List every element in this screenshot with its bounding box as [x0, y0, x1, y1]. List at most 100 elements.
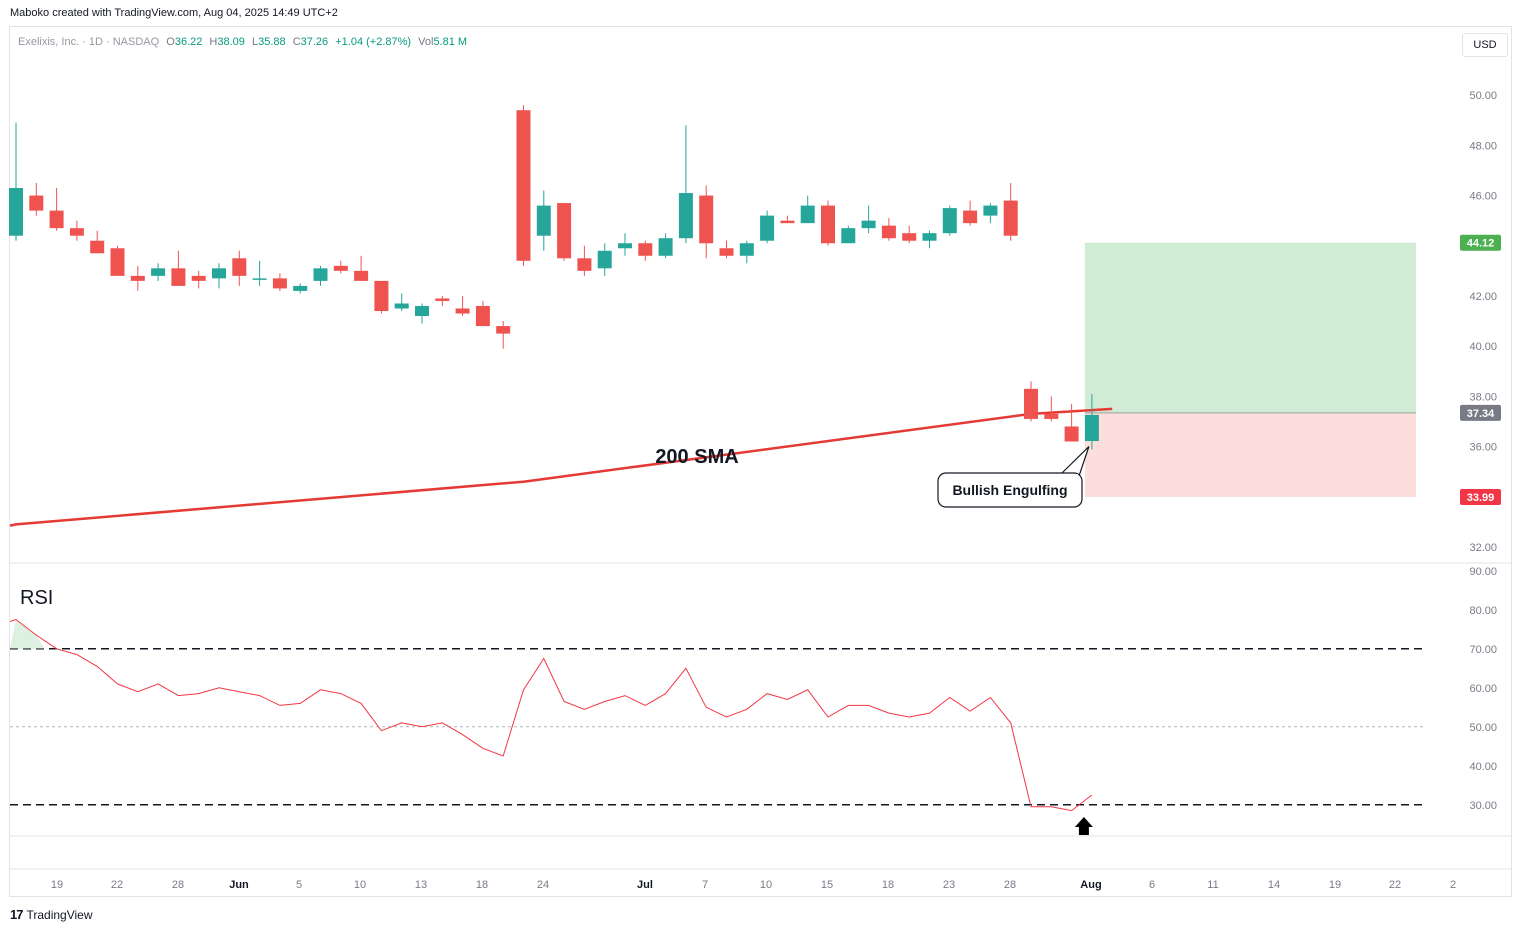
time-axis-tick: 2	[1450, 879, 1456, 891]
price-axis-tick: 50.00	[1469, 90, 1497, 102]
callout-box	[937, 472, 1083, 508]
candle-body	[658, 238, 673, 256]
time-axis-tick: Jul	[637, 879, 653, 891]
price-axis-tick: 32.00	[1469, 542, 1497, 554]
rsi-axis-tick: 60.00	[1469, 683, 1497, 695]
time-axis-tick: 24	[537, 879, 549, 891]
time-axis-tick: 11	[1207, 879, 1218, 891]
close-label: C	[292, 36, 301, 48]
time-axis-tick: 23	[943, 879, 955, 891]
candle-body	[1044, 413, 1059, 419]
price-label-box	[1460, 404, 1501, 421]
candle-body	[354, 270, 369, 281]
time-axis-tick: 18	[476, 879, 488, 891]
candle-body	[313, 268, 328, 281]
time-axis-tick: 22	[1389, 879, 1401, 891]
candle-body	[110, 248, 125, 276]
up-arrow-icon	[1074, 817, 1093, 835]
time-axis-tick: 15	[821, 879, 833, 891]
open-value: 36.22	[174, 36, 203, 48]
rsi-line	[9, 618, 1093, 812]
candle-body	[902, 233, 917, 241]
callout-text: Bullish Engulfing	[952, 482, 1067, 498]
callout-joint	[1058, 474, 1078, 480]
stop-zone	[1084, 412, 1416, 497]
price-axis-tick: 40.00	[1469, 341, 1497, 353]
time-axis-tick: 10	[760, 879, 772, 891]
candle-body	[597, 250, 612, 269]
candle-body	[638, 243, 653, 256]
candle-body	[821, 205, 835, 244]
candle-body	[841, 228, 856, 244]
price-axis-tick: 38.00	[1469, 391, 1497, 403]
candle-body	[739, 243, 754, 256]
time-axis-tick: 18	[882, 879, 894, 891]
price-axis-tick: 42.00	[1469, 291, 1497, 303]
time-axis-tick: 5	[296, 879, 302, 891]
change-value: +1.04 (+2.87%)	[335, 36, 412, 48]
candle-body	[394, 303, 409, 309]
sma-200-line	[9, 407, 1113, 527]
candle-body	[374, 280, 389, 311]
time-axis-tick: 19	[51, 879, 63, 891]
candle-body	[252, 278, 267, 280]
candle-body	[130, 275, 145, 281]
candle-body	[780, 220, 795, 224]
chart-credit: Maboko created with TradingView.com, Aug…	[10, 7, 338, 19]
tradingview-logo-icon: 17	[10, 907, 24, 922]
candle-body	[293, 285, 308, 291]
candle-body	[577, 258, 592, 271]
price-label: 33.99	[1467, 492, 1495, 504]
time-axis-tick: 6	[1149, 879, 1155, 891]
candle-body	[212, 268, 226, 279]
symbol-title: Exelixis, Inc. · 1D · NASDAQ	[18, 36, 160, 48]
time-axis-tick: 28	[172, 879, 184, 891]
volume-label: Vol	[418, 36, 434, 48]
rsi-axis-tick: 90.00	[1469, 566, 1497, 578]
tradingview-logo-text: TradingView	[26, 907, 93, 922]
close-value: 37.26	[300, 36, 329, 48]
price-label-box	[1460, 488, 1501, 505]
time-axis-tick: 28	[1004, 879, 1016, 891]
price-axis-tick: 46.00	[1469, 191, 1497, 203]
open-label: O	[166, 36, 175, 48]
candle-body	[881, 225, 896, 239]
rsi-title: RSI	[20, 587, 53, 609]
time-axis-tick: 22	[111, 879, 123, 891]
candle-body	[942, 208, 957, 234]
candle-body	[171, 268, 186, 286]
candle-body	[719, 248, 734, 256]
time-axis-tick: 10	[354, 879, 366, 891]
price-axis-tick: 48.00	[1469, 140, 1497, 152]
candle-body	[536, 205, 551, 236]
chart-frame	[9, 26, 1512, 897]
high-value: 38.09	[217, 36, 245, 48]
target-zone	[1084, 242, 1416, 413]
candle-body	[455, 308, 470, 314]
candle-body	[1003, 200, 1018, 236]
rsi-axis-tick: 50.00	[1469, 722, 1497, 734]
candle-body	[9, 188, 23, 236]
candle-body	[333, 265, 348, 271]
price-label: 37.34	[1467, 408, 1495, 420]
currency-button[interactable]: USD	[1462, 33, 1508, 57]
time-axis-tick: Jun	[229, 879, 249, 891]
price-label-box	[1460, 234, 1501, 251]
candle-body	[435, 298, 450, 301]
candle-body	[496, 326, 511, 334]
volume-value: 5.81 M	[433, 36, 468, 48]
candle-body	[678, 193, 693, 239]
tradingview-logo[interactable]: 17 TradingView	[10, 907, 93, 922]
candle-body	[861, 220, 876, 229]
candle-body	[516, 110, 531, 261]
candle-body	[1024, 388, 1038, 419]
candle-body	[475, 305, 490, 327]
rsi-axis-tick: 40.00	[1469, 761, 1497, 773]
low-value: 35.88	[258, 36, 286, 48]
rsi-overbought-fill	[10, 619, 45, 649]
candle-body	[963, 210, 978, 224]
candle-body	[983, 205, 998, 216]
time-axis-tick: 13	[415, 879, 427, 891]
candle-body	[699, 195, 714, 244]
